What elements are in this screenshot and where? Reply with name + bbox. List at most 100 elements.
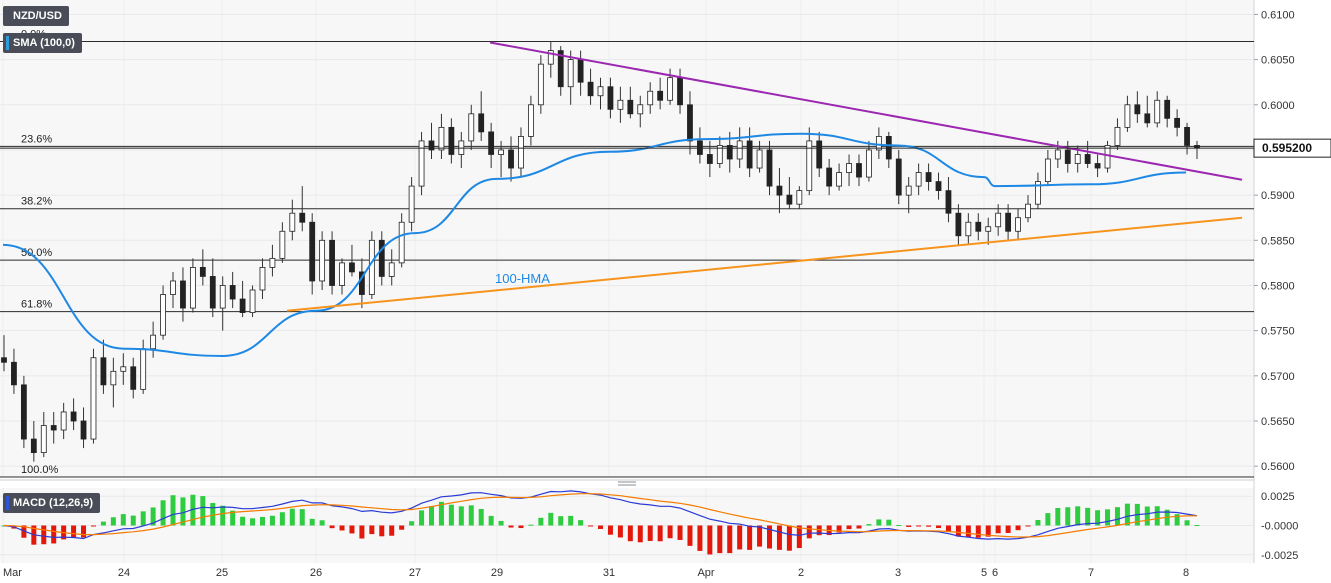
macd-histogram-bar <box>160 500 166 526</box>
candle-body <box>518 136 524 169</box>
macd-histogram-bar <box>269 515 275 526</box>
candle <box>438 113 445 159</box>
candle-body <box>836 172 842 187</box>
candle-body <box>597 86 604 97</box>
date-tick-label: 5 <box>981 567 987 579</box>
candle <box>706 140 713 178</box>
macd-histogram-bar <box>379 525 385 537</box>
hma-line[interactable] <box>2 132 1187 357</box>
candle <box>478 91 485 141</box>
macd-signal-line <box>3 493 1198 538</box>
candle <box>995 204 1002 236</box>
candle <box>935 172 942 200</box>
pane-splitter-handle[interactable] <box>618 481 636 486</box>
candle <box>905 177 912 214</box>
macd-histogram-bar <box>896 524 902 526</box>
macd-histogram-bar <box>737 525 743 550</box>
macd-histogram-bar <box>1154 506 1160 526</box>
candle-body <box>508 149 514 169</box>
candle-body <box>587 81 594 97</box>
trendline-support[interactable] <box>286 216 1243 312</box>
macd-tick-label: -0.0025 <box>1261 550 1298 562</box>
candle-body <box>1124 104 1131 128</box>
candle-body <box>1154 99 1161 124</box>
price-tick-label: 0.6000 <box>1261 100 1295 112</box>
candle-body <box>1015 217 1021 232</box>
candle-body <box>677 77 683 106</box>
macd-tick-label: 0.0025 <box>1261 491 1295 503</box>
candle-body <box>806 140 813 192</box>
candle-body <box>657 90 664 101</box>
candle <box>1124 95 1131 132</box>
candle <box>806 127 813 196</box>
macd-histogram-bar <box>1085 507 1091 526</box>
candle-body <box>557 50 564 88</box>
candle <box>776 168 783 214</box>
candle-body <box>239 298 246 313</box>
candle-body <box>488 131 495 155</box>
candle <box>229 271 236 309</box>
macd-histogram-bar <box>240 516 246 526</box>
candle-body <box>1025 203 1031 219</box>
sma-indicator-label: SMA (100,0) <box>13 37 75 49</box>
candle-body <box>1174 117 1181 128</box>
candle-body <box>766 149 773 187</box>
candle <box>1044 149 1051 187</box>
candle <box>339 258 345 295</box>
candle-body <box>339 262 345 286</box>
candle-body <box>925 172 932 182</box>
candle <box>746 127 753 178</box>
macd-histogram-bar <box>419 510 425 526</box>
candle-body <box>746 140 753 169</box>
candle <box>408 177 415 232</box>
macd-histogram-bar <box>150 507 156 526</box>
candle-body <box>279 230 286 259</box>
candle-body <box>776 185 783 196</box>
macd-histogram-bar <box>399 525 405 530</box>
macd-histogram-bar <box>627 525 633 542</box>
candle <box>150 321 157 358</box>
candle <box>60 402 67 440</box>
candle-body <box>40 425 47 454</box>
trendline-resistance[interactable] <box>489 41 1243 181</box>
candle <box>895 149 902 205</box>
macd-histogram-bar <box>727 525 733 554</box>
candle <box>547 41 554 78</box>
candle-body <box>468 113 475 142</box>
price-tick-label: 0.5600 <box>1261 461 1295 473</box>
candle <box>1114 118 1121 150</box>
candle-body <box>90 357 97 440</box>
candle <box>796 186 803 209</box>
macd-histogram-bar <box>359 525 365 539</box>
date-tick-label: 29 <box>491 567 503 579</box>
candle-body <box>1104 145 1111 169</box>
candle-body <box>985 226 992 232</box>
sma-indicator-tag[interactable]: SMA (100,0) <box>3 33 82 53</box>
candle-body <box>687 104 693 142</box>
candle <box>1005 204 1012 241</box>
candle-body <box>1 357 7 363</box>
macd-histogram-bar <box>210 503 216 526</box>
candle <box>110 357 117 408</box>
candle-body <box>1064 149 1071 164</box>
macd-histogram-bar <box>130 515 136 526</box>
macd-histogram-bar <box>936 525 942 529</box>
macd-indicator-tag[interactable]: MACD (12,26,9) <box>3 493 101 513</box>
date-tick-label: 8 <box>1183 567 1189 579</box>
candle <box>488 122 495 169</box>
candle <box>1025 195 1031 223</box>
candle-body <box>249 289 256 313</box>
macd-histogram-bar <box>786 525 792 551</box>
candle <box>378 231 385 286</box>
candle <box>239 280 246 318</box>
macd-histogram-bar <box>508 525 514 528</box>
macd-histogram-bar <box>598 525 603 529</box>
candle <box>349 244 355 277</box>
candle <box>468 104 475 150</box>
macd-histogram-bar <box>965 525 971 538</box>
macd-histogram-bar <box>1194 525 1200 527</box>
macd-histogram-bar <box>548 512 554 526</box>
date-tick-label: 3 <box>895 567 901 579</box>
candle-body <box>438 126 445 151</box>
date-tick-label: 7 <box>1088 567 1094 579</box>
